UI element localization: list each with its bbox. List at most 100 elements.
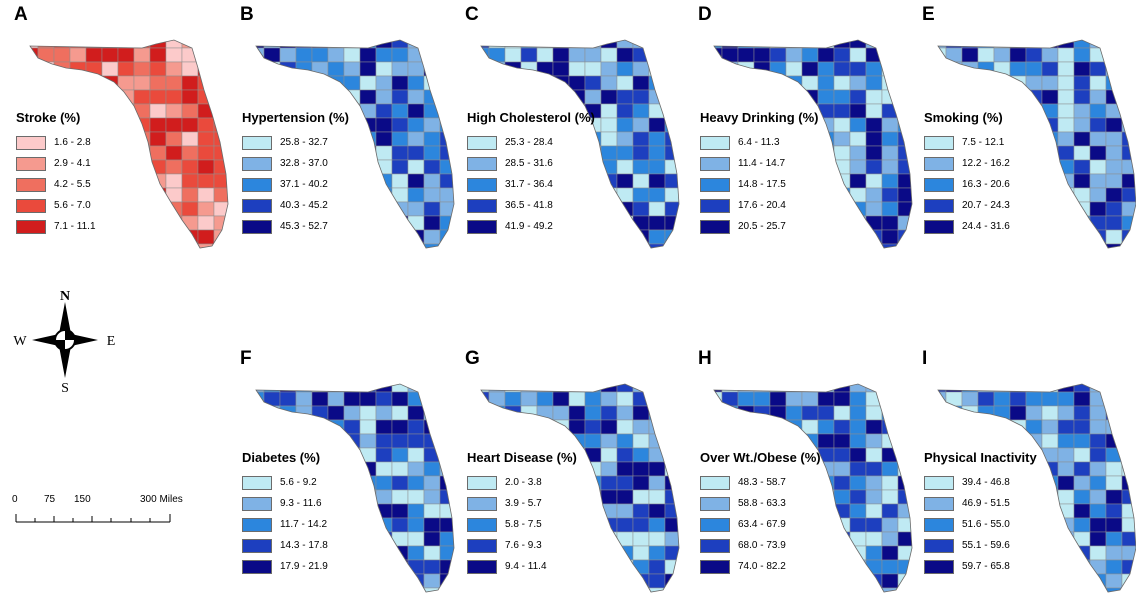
legend-range: 37.1 - 40.2 — [280, 179, 328, 190]
county-cell — [552, 531, 570, 547]
county-cell — [897, 229, 912, 245]
legend-range: 2.0 - 3.8 — [505, 477, 542, 488]
county-cell — [568, 405, 586, 421]
county-cell — [849, 103, 867, 119]
county-cell — [256, 61, 265, 77]
county-cell — [1105, 47, 1123, 63]
county-cell — [961, 61, 979, 77]
county-cell — [197, 47, 215, 63]
legend-item: 68.0 - 73.9 — [700, 535, 786, 556]
county-cell — [914, 406, 916, 420]
county-cell — [1089, 503, 1107, 519]
county-cell — [616, 103, 634, 119]
legend-swatch — [16, 177, 46, 192]
legend-item: 5.6 - 7.0 — [16, 195, 96, 216]
county-cell — [1057, 47, 1075, 63]
county-cell — [914, 434, 916, 448]
legend: 2.0 - 3.8 3.9 - 5.7 5.8 - 7.5 7.6 - 9.3 … — [467, 472, 547, 577]
county-cell — [327, 229, 345, 245]
county-cell — [117, 201, 135, 217]
county-cell — [481, 433, 490, 449]
legend-range: 5.6 - 7.0 — [54, 200, 91, 211]
county-cell — [504, 243, 522, 248]
county-cell — [213, 131, 228, 147]
county-cell — [833, 587, 851, 592]
county-cell — [359, 489, 377, 505]
legend-range: 41.9 - 49.2 — [505, 221, 553, 232]
county-cell — [648, 489, 666, 505]
county-cell — [30, 243, 39, 248]
county-cell — [737, 47, 755, 63]
county-cell — [327, 173, 345, 189]
county-cell — [849, 475, 867, 491]
state-outline — [480, 383, 680, 593]
county-cell — [714, 89, 723, 105]
county-cell — [213, 47, 228, 63]
county-cell — [737, 61, 755, 77]
county-cell — [230, 132, 232, 146]
county-cell — [849, 187, 867, 203]
county-cell — [914, 244, 916, 252]
county-cell — [423, 503, 441, 519]
panel-c: C High Cholesterol (%) 25.3 - 28.4 28.5 … — [465, 4, 693, 252]
county-cell — [833, 573, 851, 589]
county-cell — [914, 420, 916, 434]
county-cell — [568, 384, 586, 393]
county-cell — [769, 384, 787, 393]
florida-map — [937, 39, 1136, 249]
county-cell — [993, 243, 1011, 248]
county-cell — [616, 117, 634, 133]
county-cell — [213, 89, 228, 105]
county-cell — [133, 173, 151, 189]
county-cell — [1121, 47, 1136, 63]
county-cell — [914, 588, 916, 596]
county-cell — [1105, 489, 1123, 505]
county-cell — [801, 215, 819, 231]
legend-item: 31.7 - 36.4 — [467, 174, 553, 195]
panel-a: A Stroke (%) 1.6 - 2.8 2.9 - 4.1 4.2 - 5… — [14, 4, 242, 252]
county-cell — [632, 243, 650, 248]
county-cell — [197, 131, 215, 147]
county-cell — [881, 559, 899, 575]
legend-swatch — [700, 156, 730, 171]
county-cell — [1057, 215, 1075, 231]
county-cell — [584, 391, 602, 407]
county-cell — [1041, 243, 1059, 248]
county-cell — [279, 75, 297, 91]
county-cell — [391, 61, 409, 77]
county-cell — [914, 378, 916, 392]
county-cell — [1025, 131, 1043, 147]
county-cell — [833, 103, 851, 119]
county-cell — [616, 461, 634, 477]
county-cell — [343, 173, 361, 189]
county-cell — [343, 61, 361, 77]
county-cell — [359, 159, 377, 175]
county-cell — [423, 131, 441, 147]
legend-title: Heavy Drinking (%) — [700, 110, 819, 125]
county-cell — [456, 532, 458, 546]
county-cell — [801, 61, 819, 77]
county-cell — [1009, 405, 1027, 421]
county-cell — [1089, 103, 1107, 119]
county-cell — [1105, 405, 1123, 421]
county-cell — [584, 187, 602, 203]
county-cell — [1009, 545, 1027, 561]
county-cell — [439, 587, 454, 592]
county-cell — [359, 40, 377, 49]
county-cell — [149, 117, 167, 133]
county-cell — [616, 47, 634, 63]
county-cell — [101, 117, 119, 133]
county-cell — [568, 503, 586, 519]
county-cell — [914, 146, 916, 160]
county-cell — [897, 61, 912, 77]
county-cell — [230, 146, 232, 160]
county-cell — [785, 75, 803, 91]
county-cell — [1073, 187, 1091, 203]
county-cell — [230, 104, 232, 118]
legend-swatch — [242, 517, 272, 532]
county-cell — [311, 405, 329, 421]
county-cell — [536, 40, 554, 49]
scale-bar: 0 75 150 300 Miles — [10, 494, 200, 534]
county-cell — [849, 75, 867, 91]
county-cell — [439, 61, 454, 77]
